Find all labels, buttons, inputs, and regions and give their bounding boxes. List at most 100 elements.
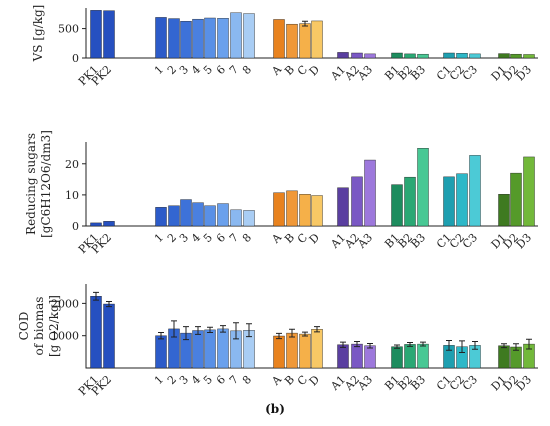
bar-D1 [498, 194, 510, 227]
bar-PK2 [103, 303, 115, 369]
bar-B3 [417, 148, 429, 227]
x-tick-label: 8 [240, 231, 254, 245]
error-bar-D2 [513, 343, 519, 351]
bar-A3 [364, 53, 376, 59]
bar-5 [204, 17, 216, 59]
bar-8 [243, 210, 255, 227]
bar-B [286, 332, 298, 369]
x-tick-label: A3 [355, 231, 375, 251]
error-bar-C1 [446, 340, 452, 351]
bar-A2 [351, 176, 363, 227]
x-tick-label: 6 [214, 231, 228, 245]
x-tick-label: 2 [165, 373, 179, 387]
error-bar-6 [220, 325, 226, 333]
x-tick-label: A3 [355, 373, 375, 393]
y-axis-label: [gC6H12O6/dm3] [39, 130, 53, 238]
error-bar-PK2 [106, 300, 112, 308]
bar-7 [230, 209, 242, 227]
bar-2 [168, 18, 180, 59]
bar-1 [155, 335, 167, 369]
bar-B [286, 190, 298, 227]
bar-D3 [523, 156, 535, 227]
x-tick-label: 1 [152, 63, 166, 77]
error-bar-PK1 [93, 291, 99, 301]
x-tick-label: 3 [177, 63, 191, 77]
error-bar-D [314, 326, 320, 333]
bar-B1 [391, 184, 403, 227]
bar-C [299, 23, 311, 59]
x-tick-label: 7 [227, 63, 241, 77]
y-tick-label: 2000 [51, 297, 79, 310]
y-axis-label: [g O2/kg]] [47, 295, 61, 357]
bar-A2 [351, 52, 363, 59]
y-axis-label: of biomas [32, 297, 46, 356]
bar-6 [217, 18, 229, 59]
bar-B3 [417, 53, 429, 59]
y-tick-label: 1000 [51, 330, 79, 343]
bar-C1 [443, 176, 455, 227]
x-tick-label: A [269, 372, 285, 388]
axis-lines [85, 284, 538, 369]
bar-C [299, 333, 311, 369]
bar-1 [155, 17, 167, 59]
bar-8 [243, 13, 255, 59]
error-bar-A3 [367, 342, 373, 349]
bar-4 [192, 18, 204, 59]
bar-3 [180, 199, 192, 227]
bar-4 [192, 330, 204, 369]
bar-PK1 [90, 10, 102, 59]
error-bar-C2 [459, 340, 465, 353]
bar-2 [168, 205, 180, 227]
bar-B3 [417, 343, 429, 369]
bar-1 [155, 207, 167, 227]
bar-5 [204, 329, 216, 369]
x-tick-label: B [282, 373, 297, 388]
x-tick-label: 3 [177, 231, 191, 245]
bar-D1 [498, 345, 510, 369]
x-tick-label: C3 [460, 63, 480, 83]
bar-A [273, 192, 285, 227]
error-bar-4 [195, 326, 201, 335]
error-bar-B2 [407, 341, 413, 347]
bar-4 [192, 202, 204, 227]
x-tick-label: 5 [201, 231, 215, 245]
bar-3 [180, 21, 192, 59]
error-bar-A [276, 332, 282, 340]
x-tick-label: 3 [177, 373, 191, 387]
x-tick-label: 1 [152, 231, 166, 245]
x-tick-label: 2 [165, 231, 179, 245]
error-bar-D3 [526, 338, 532, 350]
x-tick-label: B [282, 231, 297, 246]
x-tick-label: 6 [214, 63, 228, 77]
x-tick-label: A [269, 62, 285, 78]
bar-A1 [337, 52, 349, 59]
error-bar-D1 [501, 343, 507, 349]
error-bar-5 [207, 326, 213, 333]
x-tick-label: D [307, 373, 323, 389]
x-tick-label: D [307, 63, 323, 79]
x-tick-label: C3 [460, 373, 480, 393]
y-axis-label: VS [g/kg] [31, 5, 45, 63]
y-tick-label: 500 [58, 23, 79, 36]
x-tick-label: 7 [227, 231, 241, 245]
error-bar-C [302, 20, 308, 27]
bar-A1 [337, 187, 349, 227]
bar-D [311, 195, 323, 227]
bar-A3 [364, 159, 376, 227]
error-bar-7 [233, 322, 239, 340]
bar-7 [230, 12, 242, 59]
bar-D [311, 20, 323, 59]
x-tick-label: A [269, 230, 285, 246]
error-bar-3 [183, 326, 189, 341]
bar-B2 [404, 53, 416, 59]
bar-A2 [351, 343, 363, 369]
x-tick-label: 4 [189, 63, 203, 77]
bar-6 [217, 328, 229, 369]
bar-PK2 [103, 10, 115, 59]
x-tick-label: D3 [514, 63, 534, 83]
error-bar-A1 [340, 341, 346, 348]
bar-A3 [364, 345, 376, 369]
y-tick-label: 0 [72, 52, 79, 65]
bar-C3 [469, 155, 481, 227]
